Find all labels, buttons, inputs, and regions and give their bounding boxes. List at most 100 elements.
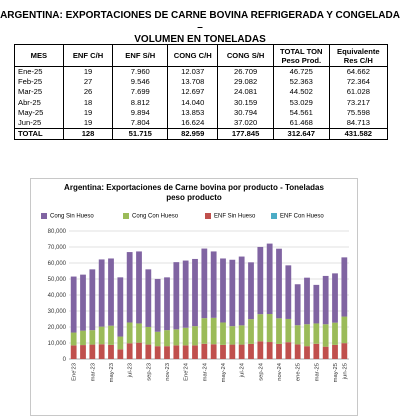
chart-container: Argentina: Exportaciones de Carne bovina… <box>30 178 358 416</box>
bar-segment <box>98 259 105 327</box>
table-cell: 9.894 <box>112 107 169 118</box>
legend-swatch <box>271 213 277 219</box>
legend-label: ENF Sin Hueso <box>214 213 256 220</box>
table-cell: 12.037 <box>167 66 219 78</box>
bar-segment <box>201 248 208 319</box>
y-tick-label: 0 <box>63 357 67 363</box>
legend-item: ENF Sin Hueso <box>205 213 255 221</box>
bar-segment <box>248 262 254 320</box>
table-cell: 37.020 <box>217 117 274 130</box>
col-header-enf-ch: ENF C/H <box>62 44 114 67</box>
x-tick-label: sep-23 <box>146 363 152 381</box>
table-cell: 61.468 <box>272 117 330 130</box>
legend-swatch <box>41 213 47 219</box>
bar-segment <box>332 273 338 323</box>
y-tick-label: 50,000 <box>48 277 67 283</box>
table-cell: 7.960 <box>112 66 169 78</box>
table-cell: 128 <box>62 128 114 141</box>
bar-segment <box>341 316 348 344</box>
table-cell: Jun-25 <box>14 117 64 130</box>
legend-label: Cong Con Hueso <box>132 213 179 220</box>
bar-segment <box>70 345 77 359</box>
report-title-line2: VOLUMEN EN TONELADAS <box>134 34 266 45</box>
bar-segment <box>164 277 170 331</box>
bar-segment <box>304 324 310 347</box>
bar-segment <box>126 343 133 359</box>
bar-segment <box>313 284 320 324</box>
table-cell: 12.697 <box>167 87 219 98</box>
x-tick-label: ene-25 <box>296 363 302 381</box>
bar-segment <box>229 344 236 359</box>
x-tick-label: mar-24 <box>202 362 208 381</box>
col-header-cong-ch: CONG C/H <box>167 44 219 67</box>
bar-segment <box>192 258 198 327</box>
table-total-row: TOTAL 128 51.715 82.959 177.845 312.647 431.58… <box>14 128 389 141</box>
x-tick-label: Ene'23 <box>72 363 78 381</box>
col-header-cong-sh: CONG S/H <box>217 44 274 67</box>
bar-segment <box>89 269 96 331</box>
x-tick-label: may-24 <box>221 362 227 382</box>
legend-swatch <box>205 213 211 219</box>
table-cell: 30.159 <box>217 97 274 108</box>
bar-segment <box>341 257 348 317</box>
table-cell: 26 <box>62 87 114 98</box>
bar-segment <box>248 343 254 359</box>
bar-segment <box>210 317 217 345</box>
table-cell: 44.502 <box>272 87 330 98</box>
bar-segment <box>182 327 189 346</box>
table-cell: 52.363 <box>272 77 330 88</box>
chart-title-line1: Argentina: Exportaciones de Carne bovina… <box>64 183 324 192</box>
bar-segment <box>70 276 77 333</box>
bar-segment <box>210 251 217 318</box>
table-cell: 75.598 <box>328 107 389 118</box>
bar-segment <box>154 346 161 359</box>
y-tick-label: 80,000 <box>48 229 67 235</box>
table-cell: Feb-25 <box>14 77 64 88</box>
bar-segment <box>145 326 152 345</box>
table-body: Ene-25 19 7.960 12.037 26.709 46.725 64.662 Feb… <box>14 66 389 141</box>
col-header-mes: MES <box>14 44 64 67</box>
table-cell: 24.081 <box>217 87 274 98</box>
bar-segment <box>80 345 86 359</box>
bar-segment <box>108 258 114 326</box>
bar-segment <box>154 278 161 332</box>
table-cell: 51.715 <box>112 128 169 141</box>
report-title: ARGENTINA: EXPORTACIONES DE CARNE BOVINA… <box>0 10 400 46</box>
x-tick-label: mar-25 <box>314 363 320 381</box>
bar-segment <box>164 346 170 359</box>
bar-segment <box>70 332 77 346</box>
bar-segment <box>145 269 152 327</box>
table-cell: 72.364 <box>328 77 389 88</box>
bar-segment <box>276 248 282 319</box>
chart-title-line2: peso producto <box>166 193 222 202</box>
bar-segment <box>285 342 292 359</box>
bar-segment <box>294 325 301 345</box>
legend-item: Cong Con Hueso <box>123 213 178 221</box>
report-title-line1: ARGENTINA: EXPORTACIONES DE CARNE BOVINA… <box>0 10 400 33</box>
bar-segment <box>276 343 282 359</box>
bar-segment <box>164 330 170 347</box>
bar-segment <box>332 344 338 359</box>
table-row: Jun-25 19 7.804 16.624 37.020 61.468 84.713 <box>14 117 389 130</box>
bar-segment <box>322 275 329 325</box>
bar-segment <box>126 322 133 344</box>
bar-segment <box>173 262 180 330</box>
bar-segment <box>238 256 245 326</box>
table-row: Mar-25 26 7.699 12.697 24.081 44.502 61.028 <box>14 87 389 98</box>
bar-segment <box>136 323 142 343</box>
bar-segment <box>210 344 217 359</box>
bar-segment <box>89 330 96 345</box>
table-cell: 13.708 <box>167 77 219 88</box>
table-cell: 8.812 <box>112 97 169 108</box>
table-cell: 30.794 <box>217 107 274 118</box>
bar-segment <box>108 325 114 345</box>
y-tick-label: 60,000 <box>48 261 67 267</box>
table-cell: Abr-25 <box>14 97 64 108</box>
bar-segment <box>173 345 180 359</box>
legend-label: Cong Sin Hueso <box>50 213 94 220</box>
y-tick-label: 70,000 <box>48 245 67 251</box>
col-header-enf-sh: ENF S/H <box>112 44 169 67</box>
bar-segment <box>80 330 86 346</box>
legend-item: Cong Sin Hueso <box>41 213 94 221</box>
table-cell: 73.217 <box>328 97 389 108</box>
